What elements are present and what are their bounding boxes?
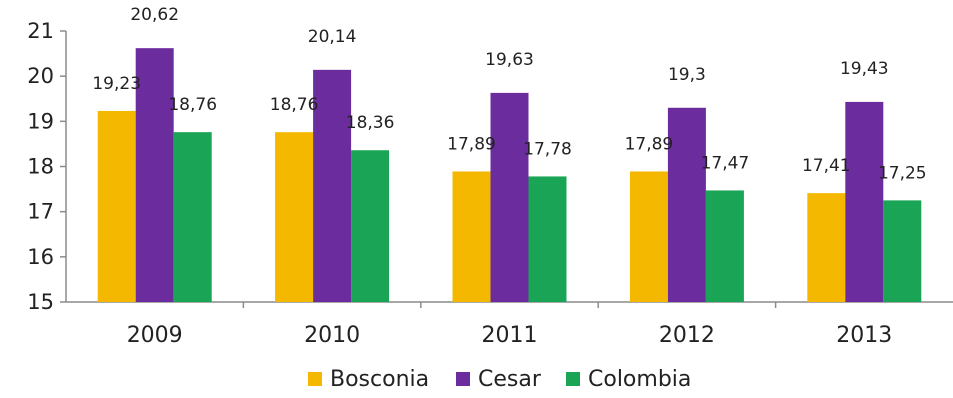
x-tick-label: 2012 <box>659 323 715 348</box>
data-label: 18,76 <box>270 95 319 115</box>
data-label: 17,78 <box>523 139 572 159</box>
chart-bars <box>97 48 922 303</box>
legend-label: Bosconia <box>330 367 429 392</box>
chart-axes: 15 16 17 18 19 20 21 2009 2010 2011 2012 2013 <box>27 19 953 348</box>
y-tick-label: 19 <box>27 109 54 133</box>
y-tick-label: 20 <box>27 64 54 88</box>
chart-legend: Bosconia Cesar Colombia <box>308 367 691 392</box>
data-label: 17,47 <box>701 153 750 173</box>
data-label: 17,89 <box>447 134 496 154</box>
bar-cesar <box>667 107 706 303</box>
data-label: 17,41 <box>802 156 851 176</box>
bar-bosconia <box>629 171 668 302</box>
bar-cesar <box>490 92 529 303</box>
data-label: 20,62 <box>130 5 179 25</box>
data-label: 17,25 <box>878 163 927 183</box>
bar-cesar <box>135 48 174 303</box>
y-tick-label: 15 <box>27 290 54 314</box>
bar-colombia <box>351 150 390 302</box>
legend-swatch-cesar <box>456 372 470 386</box>
data-label: 19,3 <box>668 65 706 85</box>
y-tick-label: 17 <box>27 200 54 224</box>
bar-bosconia <box>452 171 491 302</box>
y-tick-label: 18 <box>27 155 54 179</box>
bar-bosconia <box>97 110 136 302</box>
bar-colombia <box>883 200 922 302</box>
bar-colombia <box>705 190 744 302</box>
chart-data-labels: 19,23 20,62 18,76 18,76 20,14 18,36 17,89 19,63… <box>92 5 926 183</box>
x-tick-label: 2011 <box>482 323 538 348</box>
x-tick-label: 2010 <box>304 323 360 348</box>
data-label: 20,14 <box>308 27 357 47</box>
data-label: 19,63 <box>485 50 534 70</box>
bar-colombia <box>173 132 212 302</box>
data-label: 19,23 <box>92 74 141 94</box>
y-tick-label: 16 <box>27 245 54 269</box>
bar-cesar <box>313 69 352 303</box>
legend-swatch-bosconia <box>308 372 322 386</box>
x-tick-label: 2013 <box>836 323 892 348</box>
bar-bosconia <box>275 132 314 302</box>
bar-cesar <box>845 101 884 302</box>
legend-label: Cesar <box>478 367 542 392</box>
x-tick-label: 2009 <box>127 323 183 348</box>
bar-bosconia <box>807 193 846 302</box>
data-label: 19,43 <box>840 59 889 79</box>
data-label: 17,89 <box>625 134 674 154</box>
data-label: 18,36 <box>346 113 395 133</box>
bar-colombia <box>528 176 567 302</box>
y-tick-label: 21 <box>27 19 54 43</box>
data-label: 18,76 <box>168 95 217 115</box>
legend-swatch-colombia <box>566 372 580 386</box>
legend-label: Colombia <box>588 367 691 392</box>
